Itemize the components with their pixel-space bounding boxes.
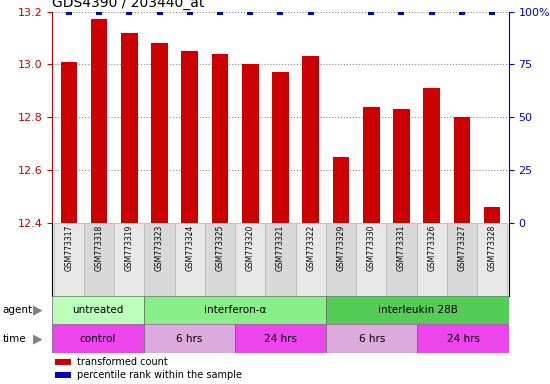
Bar (175, 223, 205, 296)
Bar (54, 359, 70, 364)
Text: GSM773326: GSM773326 (427, 225, 436, 271)
Text: untreated: untreated (72, 305, 124, 315)
Bar (54, 223, 84, 296)
Text: GSM773323: GSM773323 (155, 225, 164, 271)
Text: interferon-α: interferon-α (204, 305, 266, 315)
Text: 24 hrs: 24 hrs (447, 334, 480, 344)
Text: time: time (3, 334, 26, 344)
Text: GSM773320: GSM773320 (246, 225, 255, 271)
Text: percentile rank within the sample: percentile rank within the sample (78, 370, 243, 380)
Bar (235, 223, 266, 296)
Text: GSM773322: GSM773322 (306, 225, 315, 271)
Bar (295, 223, 326, 296)
Text: interleukin 28B: interleukin 28B (377, 305, 458, 315)
Bar (114, 223, 145, 296)
Bar (416, 223, 447, 296)
Bar (54, 372, 70, 378)
Bar (144, 296, 326, 324)
Bar (477, 223, 507, 296)
Bar (145, 223, 175, 296)
Bar (212, 54, 228, 223)
Text: GSM773327: GSM773327 (458, 225, 466, 271)
Bar (363, 107, 379, 223)
Text: GSM773328: GSM773328 (488, 225, 497, 271)
Text: agent: agent (3, 305, 33, 315)
Bar (205, 223, 235, 296)
Text: ▶: ▶ (32, 332, 42, 345)
Bar (326, 296, 509, 324)
Bar (182, 51, 198, 223)
Bar (266, 223, 295, 296)
Text: transformed count: transformed count (78, 357, 168, 367)
Bar (386, 223, 416, 296)
Text: 24 hrs: 24 hrs (264, 334, 297, 344)
Text: GSM773318: GSM773318 (95, 225, 103, 271)
Bar (52, 296, 144, 324)
Text: GSM773324: GSM773324 (185, 225, 194, 271)
Text: GSM773321: GSM773321 (276, 225, 285, 271)
Bar (235, 324, 326, 353)
Bar (417, 324, 509, 353)
Bar (356, 223, 386, 296)
Bar (60, 62, 77, 223)
Text: GSM773330: GSM773330 (367, 225, 376, 271)
Text: 6 hrs: 6 hrs (176, 334, 202, 344)
Text: GSM773329: GSM773329 (337, 225, 345, 271)
Text: control: control (80, 334, 116, 344)
Bar (144, 324, 235, 353)
Text: GDS4390 / 203440_at: GDS4390 / 203440_at (52, 0, 205, 10)
Bar (454, 117, 470, 223)
Bar (326, 223, 356, 296)
Bar (393, 109, 410, 223)
Text: 6 hrs: 6 hrs (359, 334, 385, 344)
Bar (302, 56, 319, 223)
Bar (424, 88, 440, 223)
Text: GSM773317: GSM773317 (64, 225, 73, 271)
Bar (91, 20, 107, 223)
Bar (484, 207, 500, 223)
Text: GSM773331: GSM773331 (397, 225, 406, 271)
Bar (52, 324, 144, 353)
Bar (447, 223, 477, 296)
Bar (84, 223, 114, 296)
Bar (151, 43, 168, 223)
Bar (242, 65, 258, 223)
Text: GSM773319: GSM773319 (125, 225, 134, 271)
Bar (272, 72, 289, 223)
Text: GSM773325: GSM773325 (216, 225, 224, 271)
Text: ▶: ▶ (32, 303, 42, 316)
Bar (121, 33, 138, 223)
Bar (333, 157, 349, 223)
Bar (326, 324, 417, 353)
